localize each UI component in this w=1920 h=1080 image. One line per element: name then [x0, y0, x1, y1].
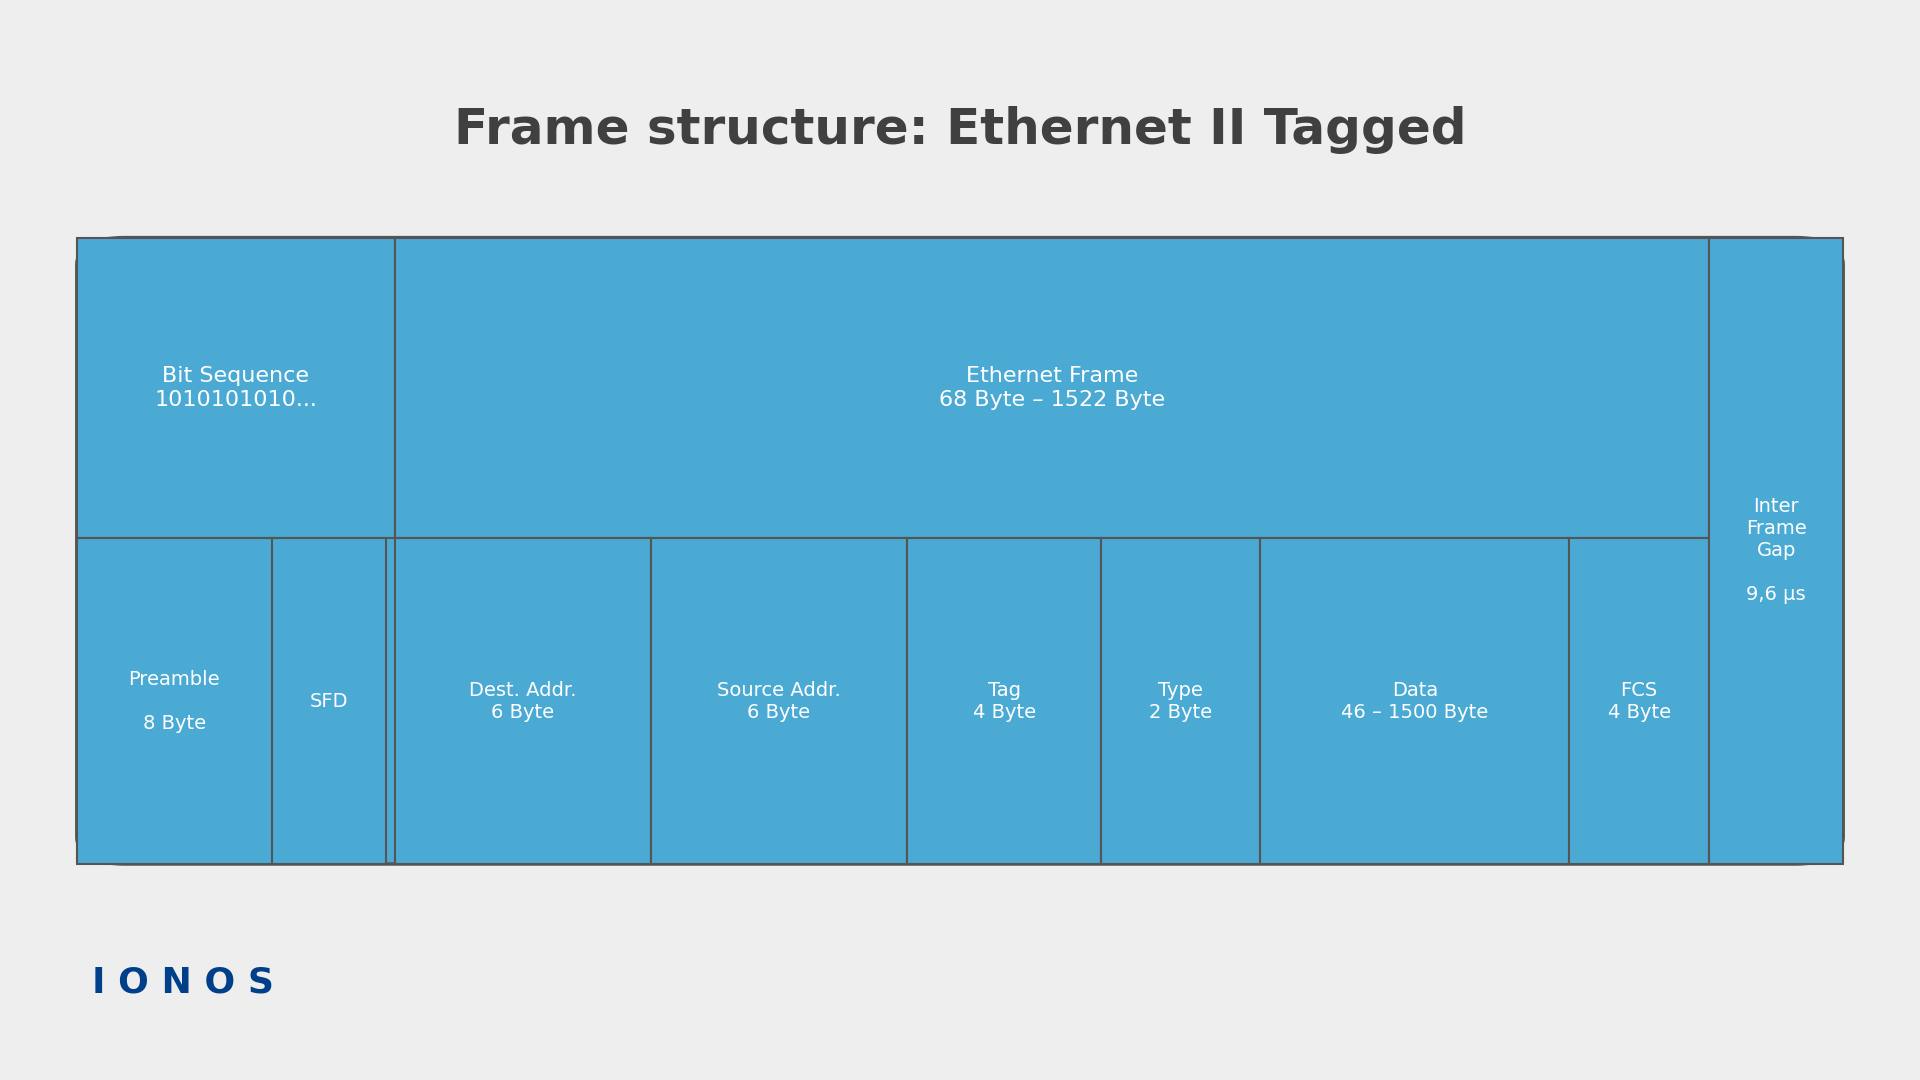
Bar [396, 538, 651, 864]
Bar [1260, 538, 1569, 864]
Bar [1569, 538, 1709, 864]
Text: I O N O S: I O N O S [92, 966, 275, 1000]
Text: Preamble

8 Byte: Preamble 8 Byte [129, 670, 221, 732]
Text: Bit Sequence
1010101010...: Bit Sequence 1010101010... [154, 366, 317, 409]
Text: Tag
4 Byte: Tag 4 Byte [973, 680, 1035, 721]
Text: Inter
Frame
Gap

9,6 µs: Inter Frame Gap 9,6 µs [1745, 497, 1807, 605]
Bar [77, 238, 396, 538]
Bar [651, 538, 906, 864]
Bar [1102, 538, 1260, 864]
Text: Type
2 Byte: Type 2 Byte [1150, 680, 1212, 721]
Text: Data
46 – 1500 Byte: Data 46 – 1500 Byte [1342, 680, 1488, 721]
Text: Ethernet Frame
68 Byte – 1522 Byte: Ethernet Frame 68 Byte – 1522 Byte [939, 366, 1165, 409]
Bar [1709, 238, 1843, 864]
FancyBboxPatch shape [77, 238, 1843, 864]
Bar [906, 538, 1102, 864]
Bar [396, 238, 1709, 538]
Text: SFD: SFD [309, 691, 348, 711]
Text: Frame structure: Ethernet II Tagged: Frame structure: Ethernet II Tagged [453, 106, 1467, 153]
Bar [77, 538, 386, 864]
Text: FCS
4 Byte: FCS 4 Byte [1607, 680, 1670, 721]
Text: Dest. Addr.
6 Byte: Dest. Addr. 6 Byte [468, 680, 576, 721]
Text: Source Addr.
6 Byte: Source Addr. 6 Byte [716, 680, 841, 721]
